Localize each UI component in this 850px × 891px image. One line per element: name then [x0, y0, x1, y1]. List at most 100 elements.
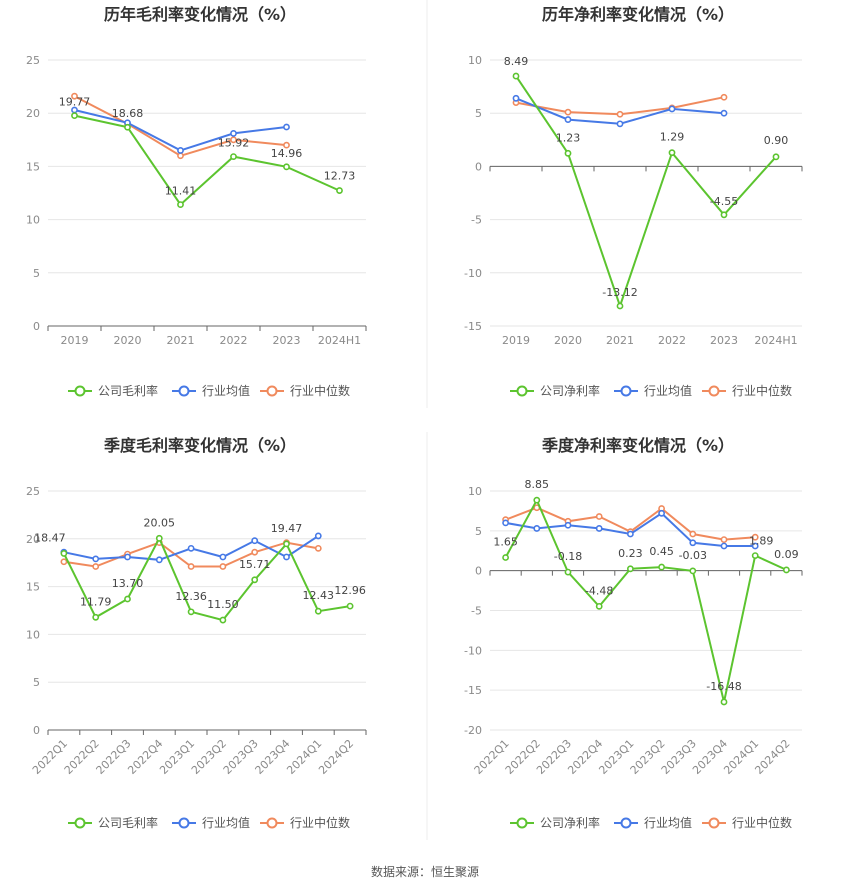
legend-label: 行业均值 — [202, 383, 250, 398]
data-point-company — [512, 72, 520, 80]
data-label: 0.09 — [774, 548, 799, 561]
series-line-company — [504, 497, 787, 703]
data-point-avg — [533, 525, 541, 532]
x-tick-label: 2023 — [273, 334, 301, 347]
data-point-company — [502, 554, 509, 561]
data-point-avg — [251, 537, 259, 545]
data-point-median — [689, 530, 697, 538]
legend-label: 行业中位数 — [732, 815, 792, 830]
data-label: -16.48 — [706, 680, 741, 693]
x-tick-label: 2022 — [220, 334, 248, 347]
data-point-median — [177, 152, 184, 160]
y-tick-label: 5 — [33, 676, 40, 689]
data-label: 13.70 — [112, 577, 144, 590]
data-point-company — [251, 576, 259, 584]
data-point-avg — [689, 539, 697, 547]
data-point-company — [314, 607, 322, 615]
data-label: 15.92 — [218, 137, 250, 150]
legend-label: 行业均值 — [202, 815, 250, 830]
data-label: -0.18 — [554, 550, 582, 563]
data-point-avg — [564, 116, 572, 123]
data-point-company — [124, 123, 131, 131]
data-label: 12.43 — [303, 589, 335, 602]
data-label: 1.23 — [556, 131, 581, 144]
data-point-company — [751, 552, 759, 560]
data-point-avg — [720, 109, 728, 117]
x-tick-label: 2024H1 — [318, 334, 361, 347]
data-point-company — [230, 153, 237, 161]
y-tick-label: -15 — [464, 684, 482, 697]
x-tick-label: 2021 — [606, 334, 634, 347]
legend-marker-icon — [708, 385, 720, 397]
legend-marker-icon — [620, 385, 632, 397]
y-tick-label: -5 — [471, 214, 482, 227]
data-label: -4.48 — [585, 584, 613, 597]
x-tick-label: 2019 — [502, 334, 530, 347]
data-point-median — [720, 93, 728, 101]
data-label: 0.45 — [649, 545, 674, 558]
data-point-median — [595, 513, 603, 520]
y-tick-label: 20 — [26, 107, 40, 120]
legend-label: 行业中位数 — [290, 815, 350, 830]
legend-label: 公司净利率 — [540, 383, 600, 398]
series-line-company — [63, 535, 351, 622]
data-point-avg — [564, 521, 572, 529]
data-point-avg — [627, 530, 634, 538]
y-tick-label: 0 — [33, 320, 40, 333]
legend-marker-icon — [178, 385, 190, 397]
data-point-company — [346, 602, 354, 610]
series-line-median — [74, 95, 287, 157]
legend-label: 行业均值 — [644, 383, 692, 398]
y-tick-label: 10 — [468, 485, 482, 498]
data-point-median — [251, 548, 259, 556]
x-tick-label: 2020 — [114, 334, 142, 347]
legend-item-median: 行业中位数 — [702, 383, 792, 398]
data-label: -13.12 — [602, 286, 637, 299]
data-point-avg — [219, 553, 227, 561]
legend-marker-icon — [266, 817, 278, 829]
y-tick-label: 5 — [475, 107, 482, 120]
legend-marker-icon — [266, 385, 278, 397]
chart-3: 季度毛利率变化情况（%）05101520252022Q12022Q22022Q3… — [26, 436, 367, 830]
data-point-avg — [502, 519, 509, 527]
data-point-median — [314, 544, 322, 552]
data-point-median — [71, 92, 78, 100]
data-label: 12.36 — [175, 590, 207, 603]
data-point-median — [283, 141, 290, 149]
data-point-company — [627, 565, 634, 573]
legend-label: 公司毛利率 — [98, 383, 158, 398]
y-tick-label: 5 — [33, 267, 40, 280]
legend-item-company: 公司毛利率 — [68, 815, 158, 830]
data-point-company — [658, 563, 665, 571]
data-point-company — [92, 613, 100, 621]
legend-item-avg: 行业均值 — [172, 815, 250, 830]
legend-item-median: 行业中位数 — [702, 815, 792, 830]
data-point-avg — [512, 94, 520, 102]
chart-title: 季度净利率变化情况（%） — [541, 436, 734, 455]
data-point-company — [720, 211, 728, 219]
y-tick-label: 25 — [26, 54, 40, 67]
y-tick-label: 10 — [26, 628, 40, 641]
data-point-company — [533, 496, 541, 504]
data-point-company — [71, 112, 78, 120]
data-label: 11.41 — [165, 185, 197, 198]
data-point-company — [60, 550, 68, 557]
data-point-avg — [751, 542, 759, 550]
legend-label: 公司净利率 — [540, 815, 600, 830]
data-label: 1.89 — [749, 535, 774, 548]
chart-title: 历年毛利率变化情况（%） — [104, 5, 296, 24]
legend-marker-icon — [708, 817, 720, 829]
y-tick-label: 10 — [468, 54, 482, 67]
legend-marker-icon — [620, 817, 632, 829]
legend-item-median: 行业中位数 — [260, 815, 350, 830]
y-tick-label: 10 — [26, 214, 40, 227]
data-point-avg — [283, 123, 290, 131]
data-label: 11.50 — [207, 598, 239, 611]
legend-item-avg: 行业均值 — [614, 383, 692, 398]
data-point-company — [336, 187, 343, 194]
y-tick-label: -10 — [464, 267, 482, 280]
data-point-company — [283, 540, 290, 548]
data-point-company — [689, 567, 697, 575]
chart-2: 历年净利率变化情况（%） -15 -10 -5 0 5 10 2019 2020 2021 2022… — [464, 5, 803, 398]
